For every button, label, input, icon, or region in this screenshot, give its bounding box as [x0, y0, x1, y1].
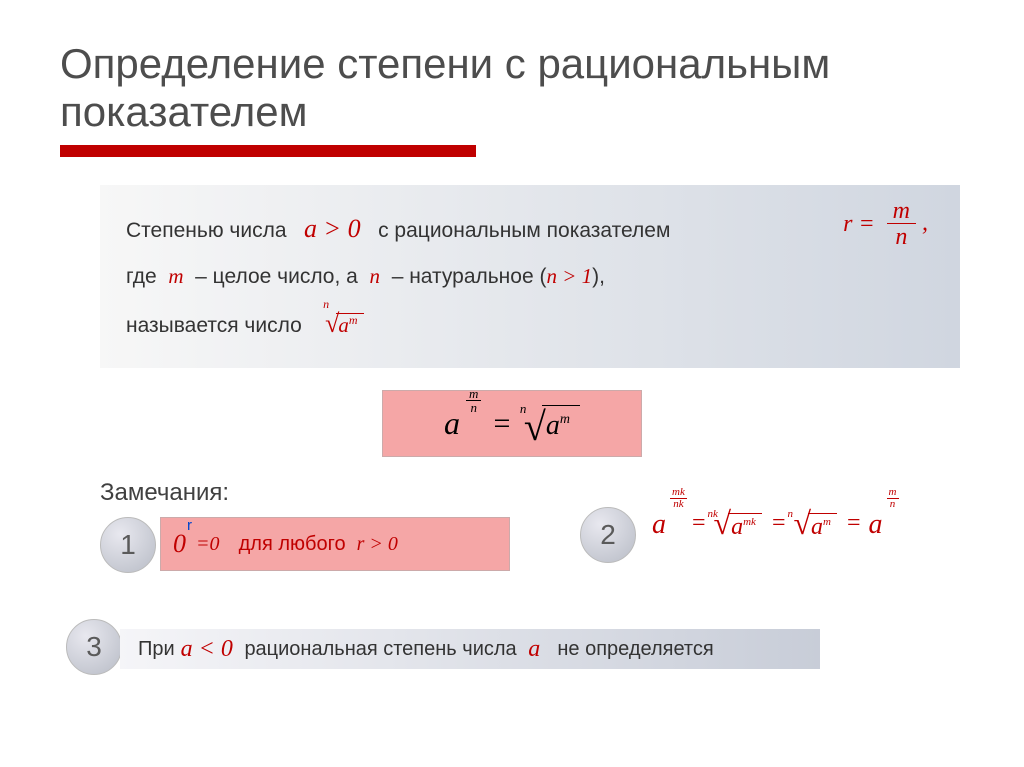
note1-box: 0r =0 для любого r > 0 [160, 517, 510, 571]
def-line1: Степенью числа a > 0 с рациональным пока… [126, 203, 934, 255]
frac-m: m [887, 199, 916, 224]
note3-box: При a < 0 рациональная степень числа a н… [120, 629, 820, 669]
slide: Определение степени с рациональным показ… [0, 0, 1024, 767]
title-underline [60, 145, 964, 157]
n-var: n [370, 264, 381, 288]
formula-lhs: a m n [444, 405, 468, 442]
r-eq: r = [843, 211, 875, 237]
n-condition: n > 1 [546, 264, 592, 288]
note3-cond: a < 0 [181, 636, 233, 663]
r-fraction: r = m n , [843, 199, 928, 250]
notes-row-1: 1 0r =0 для любого r > 0 2 a mknk = nk √… [100, 513, 964, 599]
a-condition: a > 0 [304, 214, 361, 243]
definition-box: r = m n , Степенью числа a > 0 с рациона… [100, 185, 960, 368]
notes-row-2: 3 При a < 0 рациональная степень числа a… [66, 619, 964, 689]
note1-text: для любого [239, 533, 346, 555]
frac-n: n [887, 224, 916, 250]
eq-zero: =0 [196, 533, 220, 556]
formula-eq: = [494, 407, 511, 441]
def-line3: называется число n √am [126, 298, 934, 350]
formula-root: n √am [524, 405, 580, 442]
m-var: m [168, 264, 183, 288]
page-title: Определение степени с рациональным показ… [60, 40, 964, 137]
zero-power: 0r [173, 529, 196, 559]
badge-3: 3 [66, 619, 122, 675]
def-line2: где m – целое число, а n – натуральное (… [126, 255, 934, 298]
badge-2: 2 [580, 507, 636, 563]
notes-label: Замечания: [100, 479, 964, 507]
main-formula-box: a m n = n √am [382, 390, 642, 458]
frac-comma: , [922, 210, 928, 236]
note1-cond: r > 0 [357, 533, 398, 555]
def-root: n √am [325, 298, 363, 350]
note2-formula: a mknk = nk √amk = n √am = a mn [652, 509, 883, 541]
note3-a: a [528, 636, 540, 663]
badge-1: 1 [100, 517, 156, 573]
